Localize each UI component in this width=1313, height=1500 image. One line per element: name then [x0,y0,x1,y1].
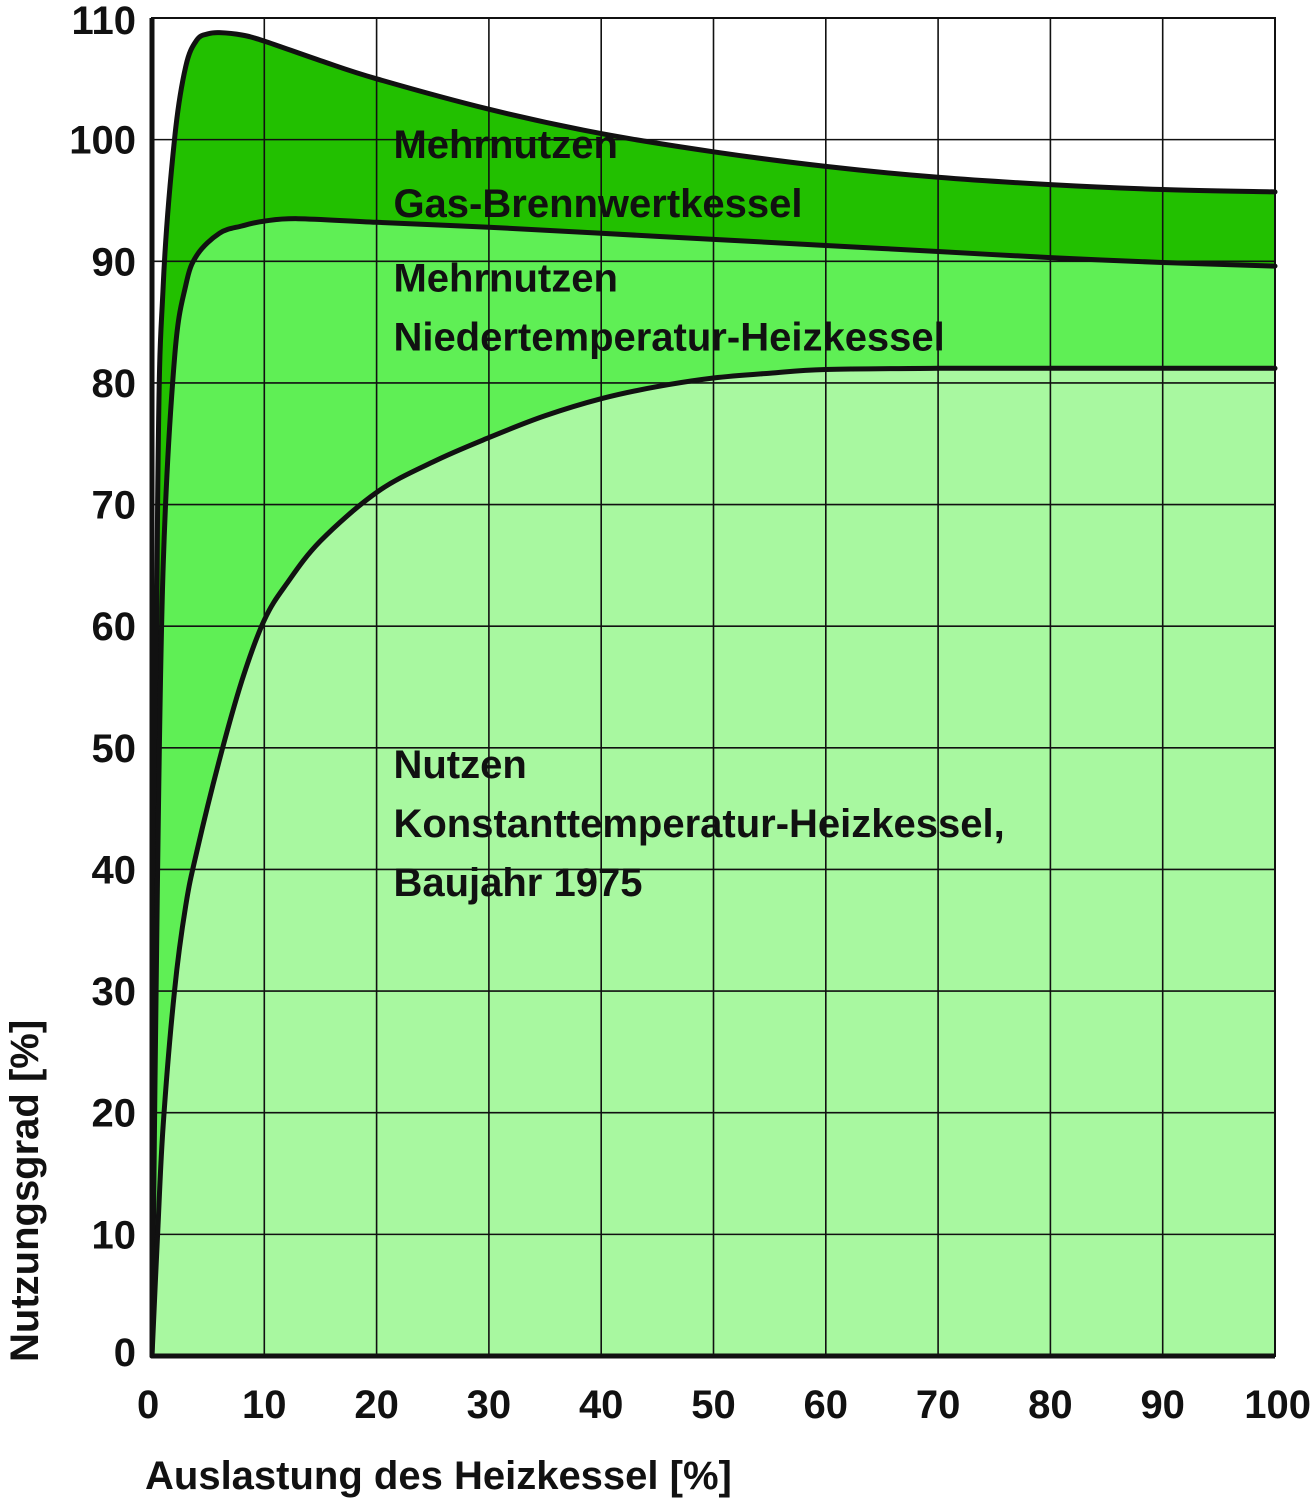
x-tick-label: 70 [916,1383,961,1427]
x-axis-label: Auslastung des Heizkessel [%] [145,1454,732,1498]
annotation-line: Gas-Brennwertkessel [393,182,802,226]
annotation: Mehrnutzen Gas-Brennwertkessel [393,123,802,226]
series-curves [149,30,1278,1359]
curve-niedertemperatur [149,216,1278,1359]
curve-konstanttemperatur [149,365,1278,1359]
x-tick-labels: 0 10 20 30 40 50 60 70 80 90 100 [137,1383,1311,1427]
plot-frame [149,17,1276,1359]
annotations: Mehrnutzen Gas-Brennwertkessel Mehrnutzen N… [393,123,1004,905]
y-tick-labels: 0 10 20 30 40 50 60 70 80 90 100 110 [69,0,136,1375]
annotation-line: Niedertemperatur-Heizkessel [393,316,944,360]
y-axis-label: Nutzungsgrad [%] [3,1020,47,1362]
y-tick-label: 0 [114,1331,136,1375]
y-tick-label: 100 [69,119,136,163]
x-tick-label: 80 [1028,1383,1073,1427]
y-tick-label: 90 [92,240,137,284]
x-tick-label: 60 [804,1383,849,1427]
y-tick-label: 60 [92,605,137,649]
y-tick-label: 30 [92,970,137,1014]
annotation-line: Nutzen [393,743,526,787]
x-tick-label: 40 [579,1383,624,1427]
y-tick-label: 20 [92,1092,137,1136]
annotation-line: Mehrnutzen [393,123,617,167]
x-tick-label: 10 [242,1383,287,1427]
y-tick-label: 80 [92,362,137,406]
annotation: Mehrnutzen Niedertemperatur-Heizkessel [393,257,944,360]
x-tick-label: 100 [1244,1383,1311,1427]
y-tick-label: 40 [92,848,137,892]
annotation-line: Baujahr 1975 [393,861,642,905]
y-tick-label: 10 [92,1213,137,1257]
x-tick-label: 0 [137,1383,159,1427]
y-tick-label: 50 [92,727,137,771]
y-tick-label: 110 [71,0,136,43]
annotation: Nutzen Konstanttemperatur-Heizkessel, Bauj… [393,743,1004,905]
x-tick-label: 90 [1140,1383,1185,1427]
annotation-line: Konstanttemperatur-Heizkessel, [393,802,1004,846]
x-tick-label: 30 [467,1383,512,1427]
x-tick-label: 50 [691,1383,736,1427]
y-tick-label: 70 [92,484,137,528]
annotation-line: Mehrnutzen [393,257,617,301]
area-fills [152,32,1275,1356]
x-tick-label: 20 [354,1383,399,1427]
curve-gas-brennwert [149,30,1278,1359]
